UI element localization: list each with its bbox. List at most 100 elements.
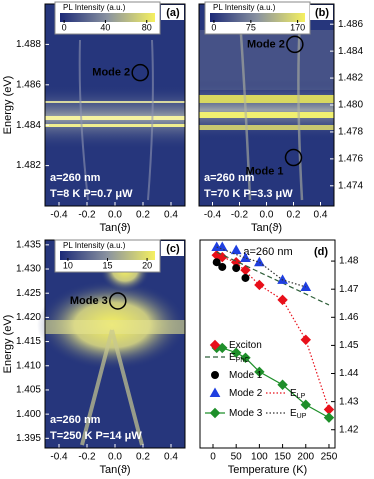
legend-subscript: LP — [297, 393, 306, 400]
panel-label-box — [310, 5, 333, 20]
colorbar-tick-label: 80 — [142, 22, 152, 32]
colorbar-tick-label: 40 — [100, 22, 110, 32]
x-tick-label: 0.4 — [164, 210, 178, 221]
x-tick-label: 50 — [231, 452, 243, 463]
plot-frame — [199, 239, 336, 449]
marker — [218, 262, 227, 271]
legend-name: E — [290, 388, 297, 399]
x-tick-label: 0.0 — [108, 452, 122, 463]
y-tick-label: 1.474 — [338, 180, 363, 191]
panel-label: (b) — [315, 7, 329, 19]
y-tick-label: 1.435 — [16, 239, 41, 250]
legend-marker — [209, 339, 221, 351]
colorbar — [60, 251, 155, 260]
y-tick-label: 1.478 — [338, 127, 363, 138]
marker — [300, 399, 311, 410]
x-tick-label: 100 — [251, 452, 268, 463]
mode-label: Mode 1 — [246, 165, 284, 177]
y-axis-label: Energy (eV) — [2, 76, 14, 135]
x-tick-label: 0.4 — [314, 210, 328, 221]
y-tick-label: 1.47 — [339, 284, 359, 295]
legend-marker — [209, 387, 221, 397]
marker — [217, 342, 228, 354]
colorbar-tick-label: 15 — [102, 260, 112, 270]
heatmap-b-image — [199, 4, 334, 206]
colorbar-label: PL Intensity (a.u.) — [63, 241, 126, 250]
y-tick-label: 1.420 — [16, 312, 41, 323]
legend-name: E — [290, 408, 297, 419]
y-axis-label: Energy (eV) — [2, 315, 14, 374]
x-tick-label: -0.2 — [78, 210, 96, 221]
colorbar-tick-label: 0 — [211, 22, 216, 32]
legend-label: EPhC — [229, 352, 249, 364]
series-line — [216, 251, 330, 306]
mode-circle — [284, 148, 303, 167]
x-tick-label: -0.4 — [204, 210, 222, 221]
marker — [240, 352, 251, 363]
note: a=260 nm — [243, 246, 292, 258]
legend-label: Mode 1 — [229, 370, 263, 381]
y-tick-label: 1.410 — [16, 360, 41, 371]
x-tick-label: 200 — [297, 452, 314, 463]
y-tick-label: 1.486 — [16, 79, 41, 90]
legend-label: Mode 3 — [229, 408, 263, 419]
x-tick-label: -0.4 — [50, 452, 68, 463]
colorbar — [60, 13, 155, 22]
x-tick-label: 0.0 — [108, 210, 122, 221]
mode-circle — [286, 35, 304, 54]
marker — [323, 412, 335, 423]
x-tick-label: 250 — [321, 452, 338, 463]
marker — [232, 264, 241, 273]
y-tick-label: 1.425 — [16, 288, 41, 299]
legend-label: Mode 2 — [229, 388, 263, 399]
y-tick-label: 1.42 — [339, 424, 359, 435]
legend-name: Exciton — [229, 340, 262, 351]
x-tick-label: -0.4 — [50, 210, 68, 221]
note: T=8 K P=0.7 μW — [50, 188, 133, 200]
y-tick-label: 1.484 — [338, 46, 363, 57]
note: a=260 nm — [50, 172, 101, 184]
y-tick-label: 1.480 — [338, 100, 363, 111]
y-tick-label: 1.482 — [338, 73, 363, 84]
legend-label: EUP — [290, 408, 307, 420]
legend-subscript: PhC — [236, 357, 250, 364]
y-tick-label: 1.44 — [339, 368, 359, 379]
y-tick-label: 1.476 — [338, 154, 363, 165]
x-axis-label: Tan(ϑ) — [99, 222, 130, 234]
note: a=260 nm — [204, 172, 255, 184]
x-tick-label: -0.2 — [231, 210, 249, 221]
x-tick-label: 0.0 — [260, 210, 274, 221]
x-tick-label: 0.2 — [136, 452, 150, 463]
x-axis-label: Tan(ϑ) — [99, 464, 130, 476]
marker — [241, 273, 250, 282]
mode-label: Mode 3 — [70, 295, 108, 307]
colorbar — [210, 13, 305, 22]
x-tick-label: 0 — [210, 452, 216, 463]
colorbar-label: PL Intensity (a.u.) — [63, 3, 126, 12]
x-tick-label: 0.2 — [136, 210, 150, 221]
y-tick-label: 1.46 — [339, 312, 359, 323]
legend-subscript: UP — [297, 413, 307, 420]
panel-label-box — [161, 241, 184, 256]
y-tick-label: 1.48 — [339, 256, 359, 267]
panel-label-box — [161, 5, 184, 20]
note: T=250 K P=14 μW — [50, 430, 142, 442]
heatmap-a-image — [45, 4, 185, 206]
heatmap-c-image — [37, 240, 187, 448]
legend-name: E — [229, 352, 236, 363]
note: T=70 K P=3.3 μW — [204, 188, 293, 200]
x-axis-label: Tan(ϑ) — [251, 222, 282, 234]
colorbar-tick-label: 20 — [142, 260, 152, 270]
panel-label: (d) — [314, 246, 328, 258]
x-axis-label: Temperature (K) — [228, 464, 307, 476]
legend-name: Mode 3 — [229, 408, 263, 419]
marker — [230, 244, 242, 255]
x-tick-label: 0.2 — [287, 210, 301, 221]
y-tick-label: 1.43 — [339, 396, 359, 407]
panel-label: (a) — [166, 7, 180, 19]
legend-marker — [211, 371, 219, 379]
panel-label: (c) — [166, 243, 180, 255]
y-tick-label: 1.400 — [16, 409, 41, 420]
